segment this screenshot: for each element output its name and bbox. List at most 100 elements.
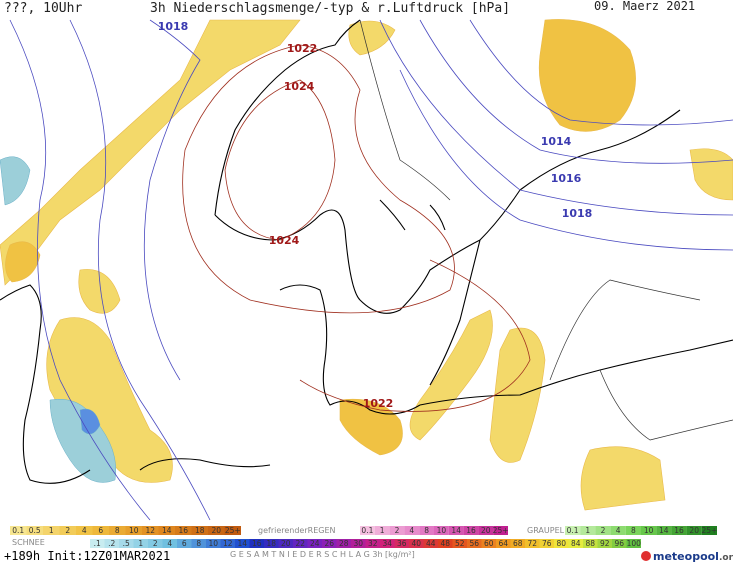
legend-cell	[423, 539, 438, 548]
legend-cell	[158, 526, 175, 535]
legend-cell	[539, 539, 554, 548]
legend-name: gefrierenderREGEN	[258, 526, 336, 535]
legend-cell	[59, 526, 76, 535]
legend-cell	[125, 526, 142, 535]
title: 3h Niederschlagsmenge/-typ & r.Luftdruck…	[150, 1, 510, 16]
legend-label: 6	[98, 526, 103, 535]
legend-label: 24	[310, 539, 320, 548]
legend-label: 14	[451, 526, 461, 535]
legend-label: 72	[527, 539, 537, 548]
legend-cell	[109, 526, 126, 535]
legend-cell	[191, 526, 208, 535]
legend-cell	[409, 539, 424, 548]
legend-cell	[119, 539, 134, 548]
legend-cell	[10, 526, 27, 535]
isobar-label: 1014	[541, 135, 572, 148]
legend-label: 0.1	[12, 526, 24, 535]
legend-cell	[595, 526, 611, 535]
logo-name: meteopool	[653, 550, 719, 563]
legend-cell	[686, 526, 702, 535]
legend-label: 6	[182, 539, 187, 548]
isobar-labels: 1018 1022 1024 1024 1014 1016 1018 1022	[158, 20, 593, 410]
legend-cell	[554, 539, 569, 548]
legend-label: 80	[556, 539, 566, 548]
legend-label: 100	[627, 539, 642, 548]
legend-cell	[360, 526, 375, 535]
legend-label: 10	[437, 526, 447, 535]
legend-cell	[235, 539, 250, 548]
precipitation	[0, 19, 733, 511]
legend-cell	[208, 526, 225, 535]
logo-icon	[641, 551, 651, 561]
legend-cell	[701, 526, 717, 535]
legend-cell	[380, 539, 395, 548]
legend-cell	[224, 526, 241, 535]
legend-cell	[336, 539, 351, 548]
legend-label: 16	[674, 526, 684, 535]
isobar-label: 1024	[269, 234, 300, 247]
legend-cell	[220, 539, 235, 548]
legend-cell	[641, 526, 657, 535]
isobars-blue	[9, 19, 733, 521]
legend-label: 2	[153, 539, 158, 548]
logo-suffix: .org	[719, 553, 733, 563]
legend-cell	[565, 526, 581, 535]
legend-caption: G E S A M T N I E D E R S C H L A G 3h […	[230, 550, 415, 559]
legend-label: 1	[380, 526, 385, 535]
legend-label: 16	[178, 526, 188, 535]
legend-label: 25+	[493, 526, 509, 535]
legend-cell	[610, 526, 626, 535]
legend-cell	[206, 539, 221, 548]
legend-cell	[322, 539, 337, 548]
logo-text: meteopool.org	[653, 550, 733, 563]
legend-label: 28	[339, 539, 349, 548]
legend-label: 64	[498, 539, 508, 548]
legend-cell	[568, 539, 583, 548]
legend-cell	[481, 539, 496, 548]
legend-label: 2	[601, 526, 606, 535]
legend-label: 20	[481, 526, 491, 535]
legend-label: .5	[123, 539, 130, 548]
legend-label: 25+	[225, 526, 241, 535]
snow	[0, 156, 116, 483]
legend-name: GRAUPEL	[527, 526, 565, 535]
legend-label: 48	[440, 539, 450, 548]
isobars-red	[182, 44, 531, 412]
legend-cell	[467, 539, 482, 548]
legend-cell	[583, 539, 598, 548]
legend-label: 2	[395, 526, 400, 535]
legend-label: 14	[162, 526, 172, 535]
isobar-label: 1018	[158, 20, 189, 33]
legend-cell	[404, 526, 420, 535]
legend-label: 0.1	[567, 526, 579, 535]
legend-label: 1	[138, 539, 143, 548]
isobar-label: 1016	[551, 172, 582, 185]
legend-label: 10	[644, 526, 654, 535]
legend-cell	[162, 539, 177, 548]
legend-cell	[448, 526, 464, 535]
legend-label: 16	[252, 539, 262, 548]
legend-label: 20	[689, 526, 699, 535]
legend-label: 44	[426, 539, 436, 548]
legend-label: 1	[585, 526, 590, 535]
legend-cell	[656, 526, 672, 535]
legend-cell	[191, 539, 206, 548]
legend-cell	[43, 526, 60, 535]
legend-cell	[249, 539, 264, 548]
legend-cell	[365, 539, 380, 548]
legend-label: 8	[115, 526, 120, 535]
legend-cell	[580, 526, 596, 535]
legend-label: 68	[513, 539, 523, 548]
legend-label: 1	[49, 526, 54, 535]
legend-cell	[478, 526, 494, 535]
header-left: ???, 10Uhr	[4, 1, 82, 16]
borders	[359, 19, 733, 441]
legend-label: 10	[129, 526, 139, 535]
legend-label: 88	[585, 539, 595, 548]
legend-cell	[133, 539, 148, 548]
legend-cell	[264, 539, 279, 548]
legend-label: 14	[237, 539, 247, 548]
isobar-label: 1022	[287, 42, 318, 55]
legend-label: 22	[295, 539, 305, 548]
